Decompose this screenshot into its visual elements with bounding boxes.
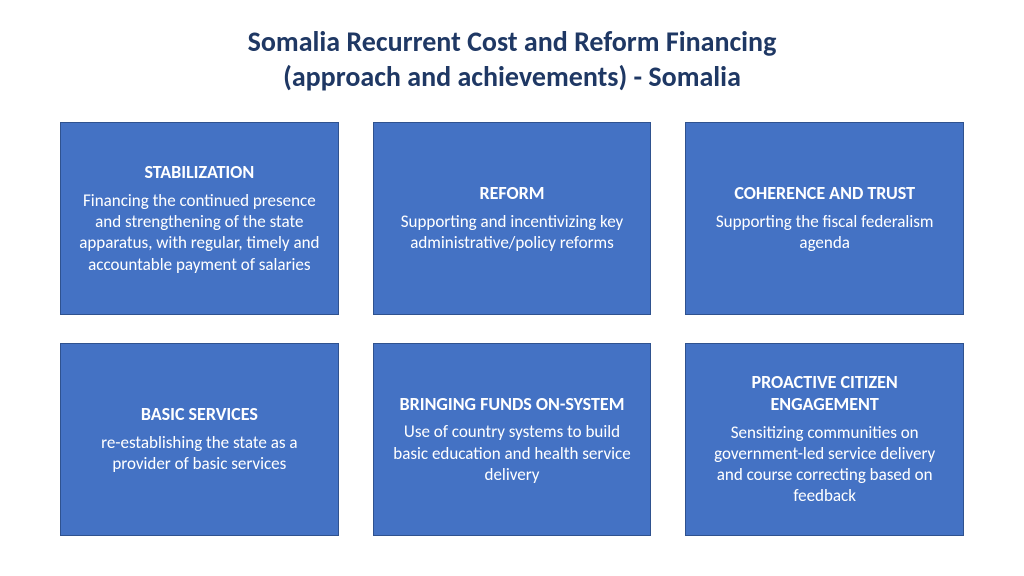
slide: Somalia Recurrent Cost and Reform Financ…: [0, 0, 1024, 576]
card-title: BASIC SERVICES: [141, 404, 258, 426]
card-body: Use of country systems to build basic ed…: [392, 421, 633, 485]
card-reform: REFORM Supporting and incentivizing key …: [373, 122, 652, 315]
card-title: STABILIZATION: [144, 162, 254, 184]
card-body: Supporting and incentivizing key adminis…: [392, 211, 633, 254]
card-title: REFORM: [479, 183, 544, 205]
card-body: Financing the continued presence and str…: [79, 190, 320, 275]
card-coherence-trust: COHERENCE AND TRUST Supporting the fisca…: [685, 122, 964, 315]
card-title: BRINGING FUNDS ON-SYSTEM: [400, 394, 625, 416]
card-title: PROACTIVE CITIZEN ENGAGEMENT: [704, 372, 945, 415]
card-grid: STABILIZATION Financing the continued pr…: [60, 122, 964, 536]
title-line-2: (approach and achievements) - Somalia: [283, 59, 741, 94]
title-line-1: Somalia Recurrent Cost and Reform Financ…: [248, 24, 777, 59]
card-body: Supporting the fiscal federalism agenda: [704, 211, 945, 254]
card-basic-services: BASIC SERVICES re-establishing the state…: [60, 343, 339, 536]
card-body: re-establishing the state as a provider …: [79, 432, 320, 475]
card-title: COHERENCE AND TRUST: [734, 183, 915, 205]
card-body: Sensitizing communities on government-le…: [704, 422, 945, 507]
card-funds-on-system: BRINGING FUNDS ON-SYSTEM Use of country …: [373, 343, 652, 536]
card-citizen-engagement: PROACTIVE CITIZEN ENGAGEMENT Sensitizing…: [685, 343, 964, 536]
slide-title: Somalia Recurrent Cost and Reform Financ…: [60, 24, 964, 94]
card-stabilization: STABILIZATION Financing the continued pr…: [60, 122, 339, 315]
